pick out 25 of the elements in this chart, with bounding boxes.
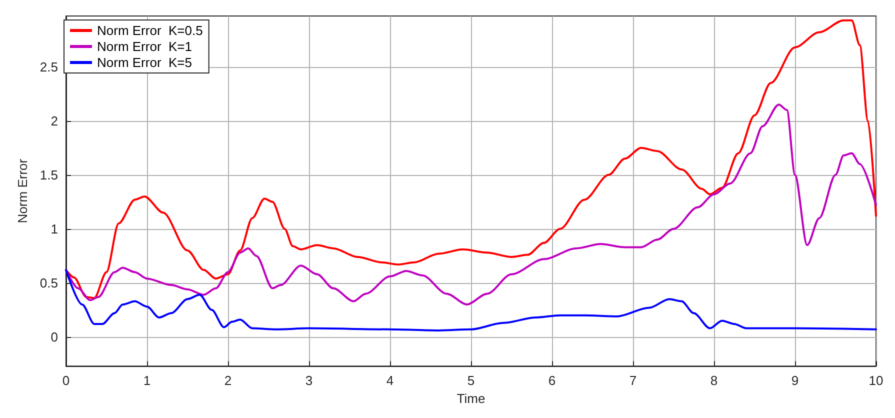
x-tick-label: 6 bbox=[548, 373, 556, 388]
y-axis-title: Norm Error bbox=[15, 158, 30, 224]
x-axis-title: Time bbox=[456, 391, 486, 406]
y-tick-label: 2 bbox=[50, 113, 58, 128]
x-tick-label: 7 bbox=[629, 373, 637, 388]
x-tick-label: 9 bbox=[791, 373, 799, 388]
x-tick-label: 1 bbox=[143, 373, 151, 388]
x-tick-label: 8 bbox=[710, 373, 718, 388]
y-tick-label: 1 bbox=[50, 221, 58, 236]
y-tick-label: 0 bbox=[50, 329, 58, 344]
x-tick-label: 10 bbox=[868, 373, 884, 388]
x-tick-label: 3 bbox=[305, 373, 313, 388]
x-tick-label: 4 bbox=[386, 373, 394, 388]
y-tick-label: 2.5 bbox=[40, 59, 58, 74]
x-tick-label: 2 bbox=[224, 373, 232, 388]
y-tick-label: 1.5 bbox=[40, 167, 58, 182]
legend-label: Norm Error K=0.5 bbox=[97, 23, 203, 38]
legend-label: Norm Error K=5 bbox=[97, 55, 192, 70]
y-tick-label: 0.5 bbox=[40, 275, 58, 290]
line-series bbox=[64, 104, 877, 306]
line-series bbox=[64, 268, 877, 332]
legend-label: Norm Error K=1 bbox=[97, 39, 192, 54]
line-series bbox=[64, 19, 877, 300]
x-tick-label: 5 bbox=[467, 373, 475, 388]
x-tick-label: 0 bbox=[62, 373, 70, 388]
